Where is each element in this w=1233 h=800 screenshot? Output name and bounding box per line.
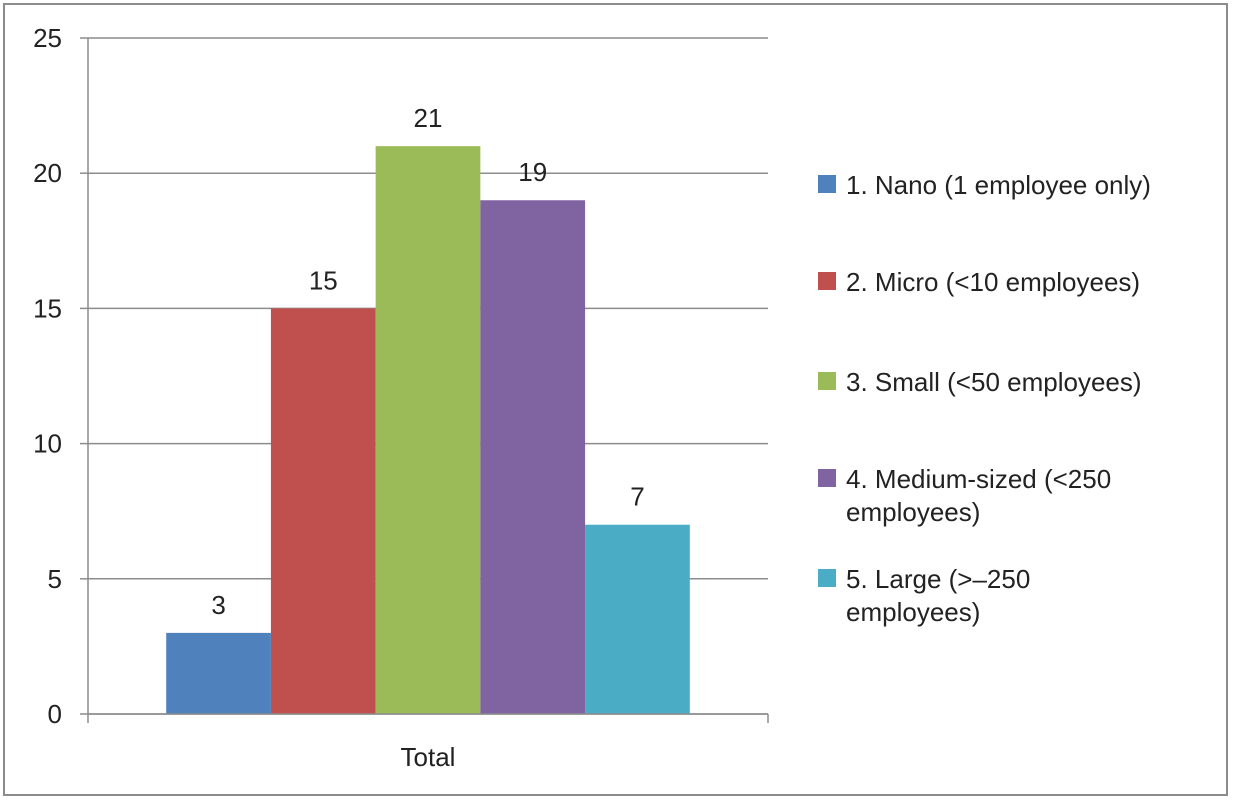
y-tick-label: 25 bbox=[33, 23, 62, 53]
legend-label: 5. Large (>–250 employees) bbox=[846, 564, 1030, 627]
data-labels: 3 15 21 19 7 bbox=[211, 103, 644, 620]
bar bbox=[166, 632, 271, 714]
legend-swatch bbox=[818, 469, 836, 487]
y-tick-label: 15 bbox=[33, 293, 62, 323]
y-axis-tick-labels: 0 5 10 15 20 25 bbox=[33, 23, 62, 729]
legend-label: 1. Nano (1 employee only) bbox=[846, 170, 1151, 200]
data-label: 21 bbox=[414, 103, 443, 133]
bar bbox=[270, 308, 376, 714]
y-tick-label: 20 bbox=[33, 158, 62, 188]
legend-swatch bbox=[818, 569, 836, 587]
data-label: 7 bbox=[630, 482, 644, 512]
y-tick-label: 5 bbox=[48, 564, 62, 594]
bar bbox=[480, 200, 586, 715]
data-label: 3 bbox=[211, 590, 225, 620]
legend: 1. Nano (1 employee only) 2. Micro (<10 e… bbox=[818, 170, 1151, 627]
legend-swatch bbox=[818, 175, 836, 193]
data-label: 19 bbox=[518, 157, 547, 187]
legend-swatch bbox=[818, 372, 836, 390]
bar bbox=[585, 524, 690, 714]
legend-label: 3. Small (<50 employees) bbox=[846, 367, 1142, 397]
legend-label: 4. Medium-sized (<250 employees) bbox=[846, 464, 1111, 527]
bars bbox=[166, 146, 690, 715]
legend-swatch bbox=[818, 272, 836, 290]
y-tick-label: 10 bbox=[33, 429, 62, 459]
y-tick-label: 0 bbox=[48, 699, 62, 729]
x-category-label: Total bbox=[401, 742, 456, 772]
legend-label: 2. Micro (<10 employees) bbox=[846, 267, 1140, 297]
axes: Total bbox=[87, 38, 769, 772]
bar bbox=[375, 146, 481, 714]
data-label: 15 bbox=[309, 265, 338, 295]
